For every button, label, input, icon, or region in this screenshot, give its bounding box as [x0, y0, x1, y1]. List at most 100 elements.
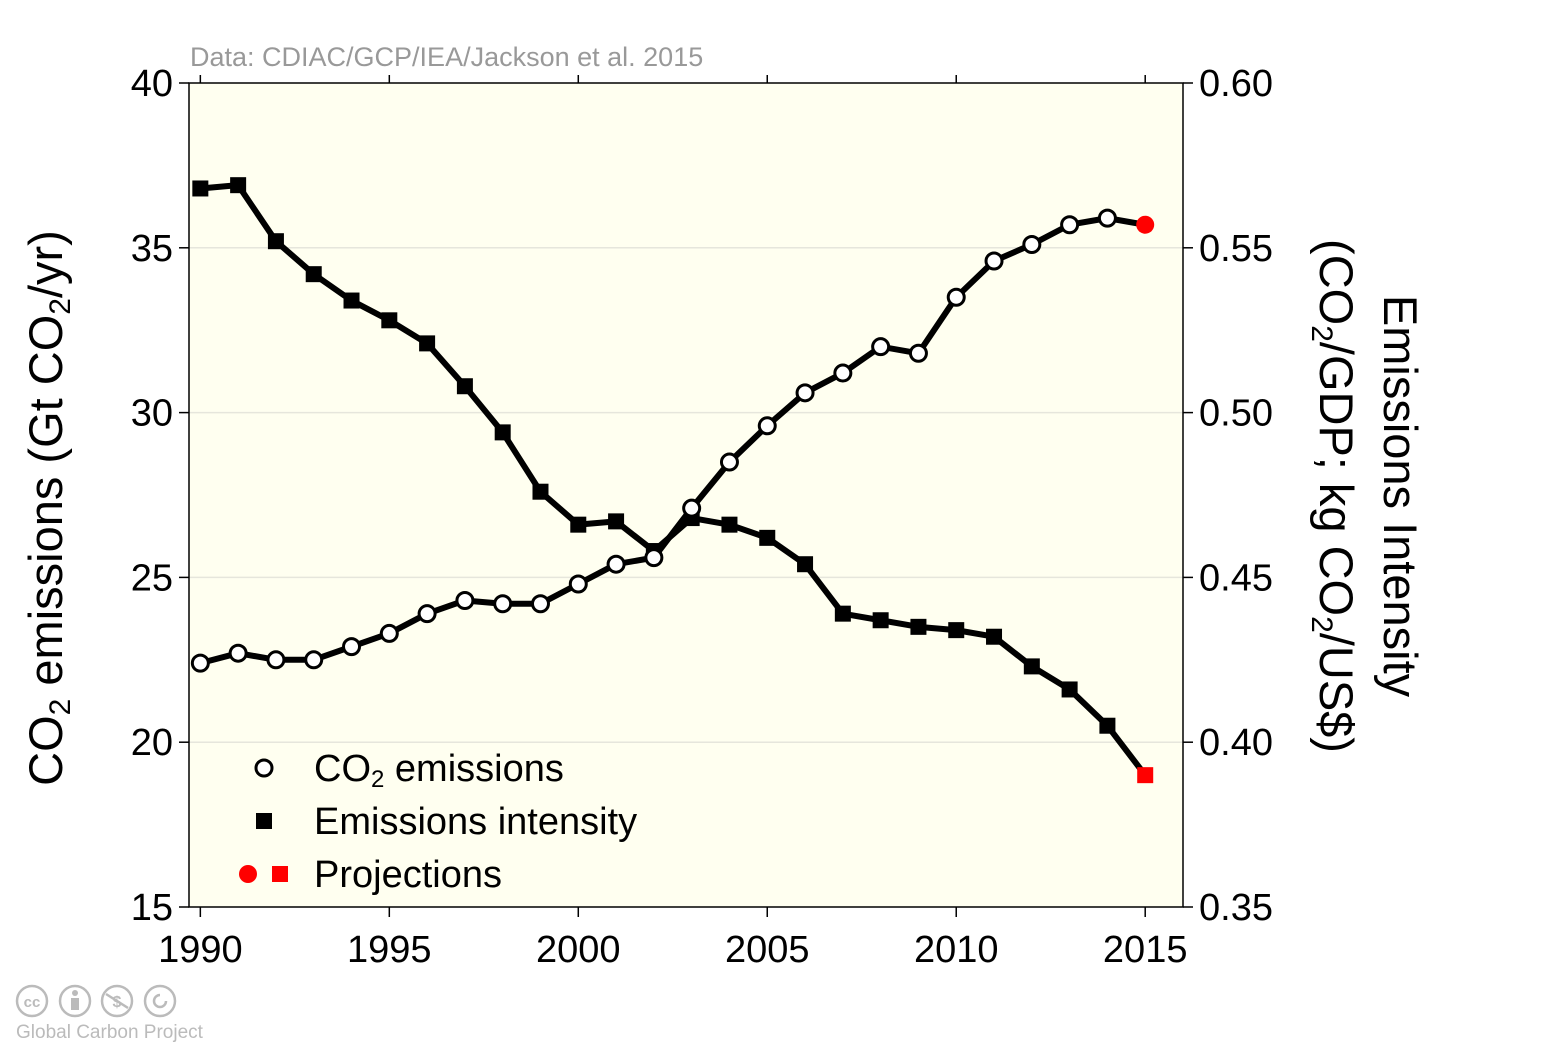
- legend-marker-projection-square: [272, 866, 288, 882]
- y-axis-left-label: CO2 emissions (Gt CO2/yr): [19, 230, 77, 786]
- by-icon: [58, 984, 92, 1018]
- svg-text:cc: cc: [24, 994, 41, 1011]
- emissions-intensity-point: [343, 292, 360, 309]
- y-right-tick-label: 0.50: [1199, 393, 1273, 435]
- co2-emissions-point: [644, 548, 664, 568]
- emissions-intensity-point: [532, 483, 549, 500]
- co2-emissions-point: [568, 574, 588, 594]
- x-axis: 1990 1995 2000 2005 2010 2015: [158, 75, 1187, 971]
- y-right-label-part: /GDP; kg CO: [1310, 342, 1363, 616]
- license-icons: cc $: [15, 984, 177, 1018]
- co2-emissions-point: [833, 363, 853, 383]
- co2-emissions-point: [984, 251, 1004, 271]
- co2-emissions-point: [795, 383, 815, 403]
- legend-label-projections: Projections: [314, 854, 502, 896]
- plot-frame: [188, 82, 1184, 908]
- y-left-label-part: emissions (Gt CO: [19, 315, 72, 699]
- co2-emissions-point: [908, 343, 928, 363]
- legend-marker-projection-circle: [239, 865, 257, 883]
- credit-text: Global Carbon Project: [16, 1022, 204, 1043]
- co2-emissions-point: [455, 590, 475, 610]
- cc-icon: cc: [15, 984, 49, 1018]
- co2-emissions-point: [379, 623, 399, 643]
- y-left-label-part: CO: [19, 715, 72, 786]
- co2-emissions-point: [417, 604, 437, 624]
- series-emissions-intensity: [192, 177, 1154, 784]
- y-right-tick-label: 0.35: [1199, 887, 1273, 929]
- emissions-intensity-point: [948, 622, 965, 639]
- y-axis-right-label-line2: (CO2/GDP; kg CO2/US$): [1305, 239, 1363, 753]
- co2-emissions-point: [757, 416, 777, 436]
- emissions-intensity-point: [267, 233, 284, 250]
- y-left-tick-label: 15: [131, 887, 173, 929]
- legend: CO2 emissions Emissions intensity Projec…: [239, 748, 637, 896]
- co2-emissions-point: [530, 594, 550, 614]
- emissions-intensity-point: [910, 618, 927, 635]
- emissions-intensity-point: [872, 612, 889, 629]
- x-tick-label: 1995: [347, 929, 432, 971]
- co2-emissions-point: [682, 498, 702, 518]
- co2-emissions-point: [1060, 215, 1080, 235]
- y-right-tick-label: 0.40: [1199, 722, 1273, 764]
- y-left-tick-label: 30: [131, 393, 173, 435]
- co2-emissions-point: [266, 650, 286, 670]
- y-left-label-sub: 2: [44, 699, 77, 716]
- legend-marker-open-circle: [254, 758, 274, 778]
- emissions-intensity-point: [494, 424, 511, 441]
- y-axis-right-label-line1: Emissions Intensity: [1374, 295, 1427, 698]
- y-right-tick-label: 0.60: [1199, 63, 1273, 105]
- y-right-label-part: (CO: [1310, 239, 1363, 325]
- x-tick-label: 1990: [158, 929, 243, 971]
- y-left-tick-label: 25: [131, 557, 173, 599]
- y-left-tick-label: 35: [131, 228, 173, 270]
- series-co2-emissions: [190, 208, 1155, 673]
- emissions-intensity-point: [305, 266, 322, 283]
- x-tick-label: 2010: [914, 929, 999, 971]
- legend-label-emissions-intensity: Emissions intensity: [314, 801, 637, 843]
- emissions-intensity-point: [456, 378, 473, 395]
- emissions-intensity-point: [570, 516, 587, 533]
- emissions-intensity-point: [797, 556, 814, 573]
- emissions-intensity-point: [986, 628, 1003, 645]
- emissions-intensity-point: [1023, 658, 1040, 675]
- y-left-label-sub: 2: [44, 298, 77, 315]
- co2-emissions-point: [342, 637, 362, 657]
- emissions-intensity-point: [230, 177, 247, 194]
- nc-icon: $: [100, 984, 134, 1018]
- x-tick-label: 2005: [725, 929, 810, 971]
- source-note: Data: CDIAC/GCP/IEA/Jackson et al. 2015: [190, 42, 703, 72]
- co2-emissions-point: [493, 594, 513, 614]
- emissions-intensity-point: [834, 605, 851, 622]
- co2-emissions-point: [606, 554, 626, 574]
- y-right-label-part: /US$): [1310, 633, 1363, 753]
- y-axis-left: 15 20 25 30 35 40: [131, 63, 189, 929]
- y-right-label-sub: 2: [1305, 616, 1338, 633]
- plot-background: [189, 83, 1183, 907]
- x-tick-label: 2000: [536, 929, 621, 971]
- grid-lines: [189, 247, 1183, 743]
- emissions-intensity-point: [721, 516, 738, 533]
- emissions-intensity-point: [1099, 717, 1116, 734]
- legend-marker-filled-square: [256, 813, 272, 829]
- legend-label-co2-emissions: CO2 emissions: [314, 748, 564, 793]
- legend-co2-part: CO: [314, 748, 371, 790]
- y-left-tick-label: 40: [131, 63, 173, 105]
- legend-co2-sub: 2: [371, 766, 384, 793]
- x-tick-label: 2015: [1103, 929, 1188, 971]
- legend-co2-part: emissions: [384, 748, 564, 790]
- emissions-intensity-point: [1061, 681, 1078, 698]
- co2-emissions-point: [871, 337, 891, 357]
- co2-emissions-point: [946, 287, 966, 307]
- co2-emissions-point: [719, 452, 739, 472]
- co2-emissions-point: [1097, 208, 1117, 228]
- co2-emissions-point: [190, 653, 210, 673]
- emissions-intensity-point: [608, 513, 625, 530]
- y-right-tick-label: 0.55: [1199, 228, 1273, 270]
- projection-point-intensity: [1137, 767, 1154, 784]
- emissions-intensity-point: [381, 312, 398, 329]
- y-right-label-sub: 2: [1305, 325, 1338, 342]
- emissions-intensity-point: [419, 335, 436, 352]
- co2-emissions-point: [228, 643, 248, 663]
- y-left-tick-label: 20: [131, 722, 173, 764]
